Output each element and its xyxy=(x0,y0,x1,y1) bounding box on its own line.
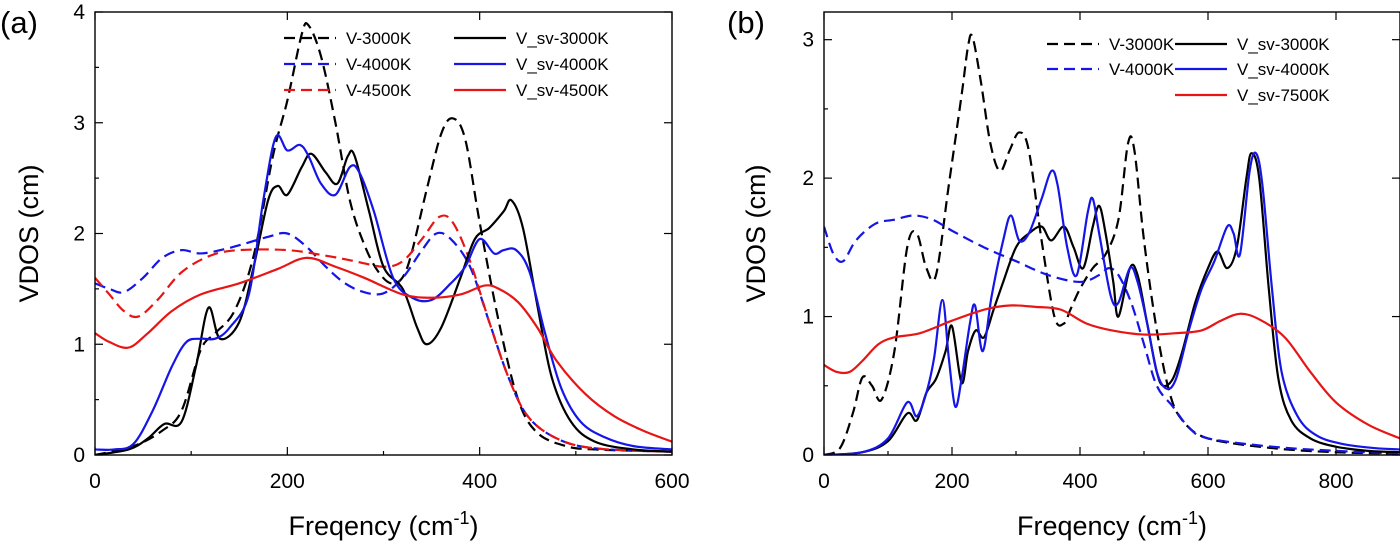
legend-label: V-3000K xyxy=(346,29,412,48)
y-tick-label: 3 xyxy=(73,112,85,135)
y-tick-label: 1 xyxy=(802,306,814,329)
y-tick-label: 3 xyxy=(802,29,814,52)
y-tick-label: 2 xyxy=(73,223,85,246)
legend-label: V_sv-3000K xyxy=(1237,35,1330,54)
x-tick-label: 0 xyxy=(89,470,101,493)
legend-label: V-4000K xyxy=(1109,60,1175,79)
y-tick-label: 4 xyxy=(73,1,85,24)
axes-frame xyxy=(94,11,673,456)
y-tick-label: 0 xyxy=(802,444,814,467)
x-tick-label: 600 xyxy=(654,470,689,493)
series-line-v-4000k xyxy=(824,214,1400,455)
legend-label: V-4000K xyxy=(346,55,412,74)
y-tick-label: 0 xyxy=(73,444,85,467)
legend-label: V_sv-4000K xyxy=(516,55,609,74)
x-axis-label: Freqency (cm-1) xyxy=(1017,508,1207,541)
series-line-v-4000k xyxy=(95,231,672,453)
x-tick-label: 200 xyxy=(270,470,305,493)
legend-label: V-4500K xyxy=(346,81,412,100)
x-tick-label: 200 xyxy=(934,470,969,493)
series-line-v-sv-3000k xyxy=(824,152,1400,455)
y-axis-label: VDOS (cm) xyxy=(741,165,771,303)
y-tick-label: 2 xyxy=(802,167,814,190)
plot-area xyxy=(824,33,1400,455)
series-line-v-sv-4000k xyxy=(95,134,672,451)
legend-label: V_sv-4500K xyxy=(516,81,609,100)
x-tick-label: 600 xyxy=(1190,470,1225,493)
panel-label: (b) xyxy=(727,5,765,40)
legend-label: V-3000K xyxy=(1109,35,1175,54)
chart-panel-a: 0 200 400 600 0 1 2 3 4 Freqency (cm-1) VDOS (cm) (… xyxy=(0,1,690,541)
legend: V-3000K V-4000K V_sv-3000K V_sv-4000K V_sv-7… xyxy=(1047,35,1330,105)
series-line-v-sv-4000k xyxy=(824,151,1400,455)
legend: V-3000K V-4000K V-4500K V_sv-3000K V_sv-4000… xyxy=(284,29,609,100)
x-tick-label: 400 xyxy=(1062,470,1097,493)
x-tick-label: 800 xyxy=(1318,470,1353,493)
legend-label: V_sv-3000K xyxy=(516,29,609,48)
series-line-v-3000k xyxy=(824,33,1400,455)
y-axis-label: VDOS (cm) xyxy=(14,165,44,303)
legend-label: V_sv-7500K xyxy=(1237,86,1330,105)
chart-panel-b: 0 200 400 600 800 0 1 2 3 Freqency (cm-1) VDOS (cm… xyxy=(727,5,1400,541)
series-line-v-sv-3000k xyxy=(95,149,672,455)
panel-label: (a) xyxy=(0,5,38,40)
x-tick-label: 400 xyxy=(462,470,497,493)
series-line-v-sv-7500k xyxy=(824,304,1400,440)
x-axis-label: Freqency (cm-1) xyxy=(288,508,478,541)
x-tick-label: 0 xyxy=(818,470,830,493)
series-line-v-sv-4500k xyxy=(95,256,672,443)
legend-label: V_sv-4000K xyxy=(1237,60,1330,79)
y-tick-label: 1 xyxy=(73,333,85,356)
axes-frame xyxy=(823,11,1400,456)
plot-area xyxy=(95,22,672,455)
